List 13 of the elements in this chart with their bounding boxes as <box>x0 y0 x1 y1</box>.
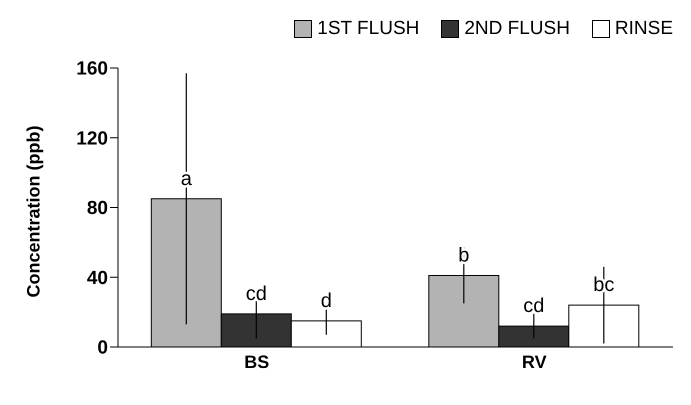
y-tick-label: 80 <box>86 198 108 220</box>
data-label: d <box>320 290 332 312</box>
legend-label: 2ND FLUSH <box>464 18 570 40</box>
x-tick-label: RV <box>522 352 547 372</box>
y-tick-label: 40 <box>86 268 108 289</box>
y-axis-title: Concentration (ppb) <box>23 126 44 298</box>
y-tick-label: 0 <box>97 338 108 359</box>
legend-label: 1ST FLUSH <box>317 18 420 40</box>
data-label: cd <box>523 295 544 318</box>
x-tick-label: BS <box>244 352 270 372</box>
y-tick-label: 120 <box>76 128 108 150</box>
legend-label: RINSE <box>614 18 673 40</box>
y-tick-label: 160 <box>76 58 108 80</box>
